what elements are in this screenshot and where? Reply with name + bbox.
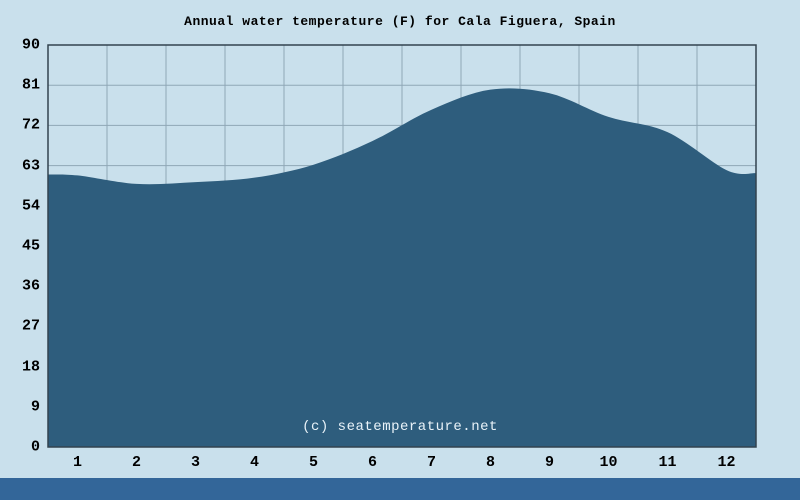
chart-title: Annual water temperature (F) for Cala Fi…	[184, 14, 616, 29]
x-axis-tick-label: 4	[249, 454, 259, 471]
x-axis-tick-label: 7	[426, 454, 436, 471]
x-axis-tick-label: 9	[544, 454, 554, 471]
plot-border	[47, 44, 757, 448]
y-axis-tick-label: 27	[21, 317, 40, 335]
x-axis-tick-label: 10	[599, 454, 618, 471]
y-axis-tick-label: 72	[21, 116, 40, 134]
y-axis-tick-label: 0	[30, 438, 40, 456]
y-axis-tick-label: 63	[21, 157, 40, 175]
x-axis-tick-label: 11	[658, 454, 677, 471]
x-axis-tick-label: 12	[717, 454, 736, 471]
watermark-text: (c) seatemperature.net	[302, 419, 498, 435]
temperature-area-series	[48, 88, 756, 447]
y-axis-tick-label: 18	[21, 358, 40, 376]
x-axis-tick-label: 6	[367, 454, 377, 471]
x-axis-tick-label: 3	[190, 454, 200, 471]
y-axis-tick-label: 81	[21, 76, 40, 94]
y-axis-tick-label: 54	[21, 197, 40, 215]
y-axis-tick-label: 36	[21, 277, 40, 295]
x-axis-tick-label: 2	[131, 454, 141, 471]
x-axis-tick-label: 1	[72, 454, 82, 471]
x-axis-tick-label: 8	[485, 454, 495, 471]
y-axis-tick-label: 90	[21, 36, 40, 54]
footer-bar	[0, 478, 800, 500]
y-axis-tick-label: 45	[21, 237, 40, 255]
x-axis-tick-label: 5	[308, 454, 318, 471]
y-axis-tick-label: 9	[30, 398, 40, 416]
